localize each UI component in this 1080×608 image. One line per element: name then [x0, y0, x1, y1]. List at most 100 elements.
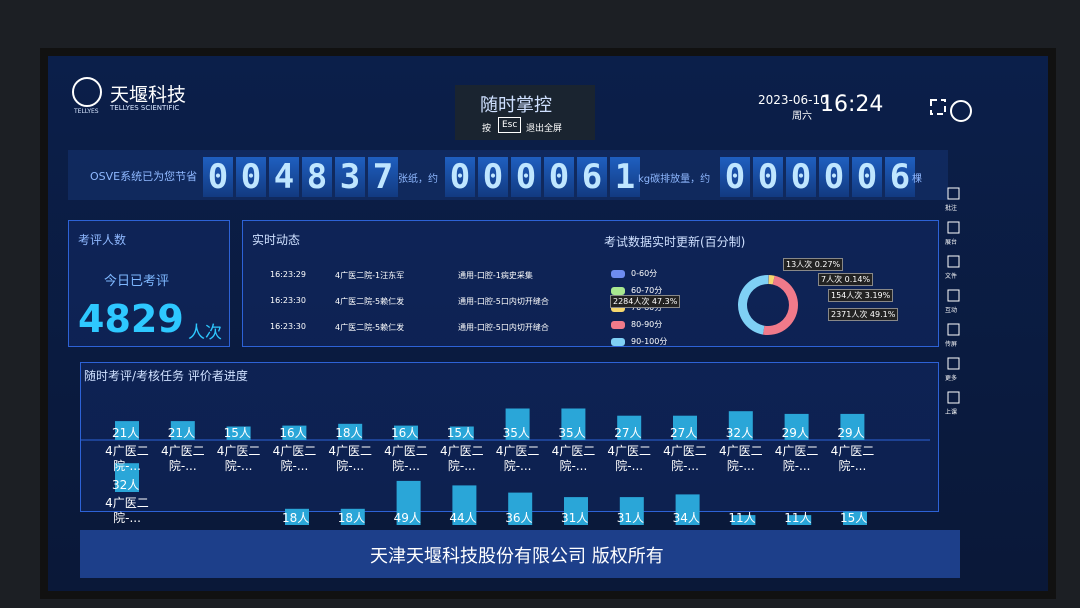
pie-label: 2284人次 47.3%: [610, 295, 681, 308]
sidebar-label[interactable]: 文件: [945, 273, 958, 280]
feed-cell: 通用-口腔-5口内切开缝合: [458, 297, 549, 306]
weekday: 周六: [792, 111, 812, 122]
bar: [282, 425, 307, 440]
bar-value-label: 21人: [167, 426, 196, 440]
x-tick-label: 4广医二院-...: [105, 444, 149, 473]
counter-digit: 0: [236, 157, 266, 197]
sidebar-label[interactable]: 更多: [945, 375, 958, 382]
sidebar-label[interactable]: 上课: [945, 409, 958, 416]
counter-digit: 6: [885, 157, 915, 197]
bar: [452, 485, 477, 525]
counter-unit: kg碳排放量，约: [638, 174, 711, 185]
panel-title: 考评人数: [78, 233, 127, 247]
sidebar-label[interactable]: 传屏: [945, 341, 958, 348]
logo-text: 天堰科技: [110, 84, 187, 106]
bar-value-label: 15人: [223, 426, 251, 440]
bar: [449, 426, 474, 440]
counter-digit: 6: [577, 157, 607, 197]
sidebar-icon[interactable]: [947, 323, 960, 336]
counter-digit: 0: [720, 157, 750, 197]
bar-value-label: 32人: [725, 426, 754, 440]
bar: [731, 515, 756, 525]
counter-digit: 0: [786, 157, 816, 197]
feed-cell: 16:23:30: [270, 322, 306, 331]
reviewers-count: 4829: [78, 297, 184, 341]
legend-label: 0-60分: [631, 269, 658, 278]
pie-slice: [762, 275, 799, 336]
legend-swatch: [611, 321, 625, 329]
bar-value-label: 35人: [558, 426, 586, 440]
bar: [673, 415, 697, 440]
date: 2023-06-10: [758, 93, 828, 107]
bar: [340, 508, 365, 525]
fullscreen-icon[interactable]: [930, 99, 946, 115]
bar-value-label: 18人: [282, 511, 310, 525]
feed-cell: 通用-口腔-1病史采集: [458, 271, 533, 280]
bar: [396, 480, 421, 525]
sidebar-icon[interactable]: [947, 391, 960, 404]
sidebar-icon[interactable]: [947, 187, 960, 200]
bar-value-label: 29人: [837, 426, 865, 440]
legend-swatch: [611, 270, 625, 278]
x-tick-label: 4广医二院-...: [384, 444, 428, 473]
x-tick-label: 4广医二院-...: [718, 444, 763, 473]
sidebar-icon[interactable]: [947, 289, 960, 302]
reviewers-panel: [68, 220, 230, 347]
bar-value-label: 29人: [781, 426, 809, 440]
bar: [564, 497, 588, 525]
sidebar-label[interactable]: 批注: [945, 205, 958, 212]
legend-label: 60-70分: [631, 286, 663, 295]
counter-unit: 棵: [912, 174, 922, 185]
legend-swatch: [611, 338, 625, 346]
bar: [787, 515, 812, 525]
x-tick-label: 4广医二院-...: [216, 444, 261, 473]
hint: 退出全屏: [526, 124, 563, 134]
x-tick-label: 4广医二院-...: [551, 444, 596, 473]
sidebar-icon[interactable]: [947, 357, 960, 370]
bar-value-label: 34人: [672, 511, 700, 525]
logo-icon-text: TELLYES: [74, 108, 99, 115]
bar-value-label: 21人: [112, 426, 140, 440]
bar: [619, 497, 644, 525]
pie-label: 154人次 3.19%: [828, 289, 894, 302]
sidebar-icon[interactable]: [947, 221, 960, 234]
bar-value-label: 35人: [502, 426, 530, 440]
bar-value-label: 49人: [393, 511, 421, 525]
bar: [675, 494, 700, 525]
bar: [505, 408, 530, 440]
bar: [843, 511, 867, 525]
bar: [617, 415, 642, 440]
hint: 按: [482, 124, 492, 134]
counter-digit: 0: [445, 157, 475, 197]
bar-value-label: 11人: [784, 511, 812, 525]
feed-cell: 16:23:30: [270, 296, 306, 305]
bar-value-label: 31人: [616, 511, 645, 525]
bar-value-label: 11人: [728, 511, 756, 525]
counter-digit: 0: [852, 157, 882, 197]
settings-icon[interactable]: [950, 100, 972, 122]
bar-value-label: 31人: [561, 511, 589, 525]
reviewers-label: 今日已考评: [104, 274, 170, 289]
bar: [394, 425, 418, 440]
sidebar-label[interactable]: 展台: [945, 239, 958, 246]
sidebar-label[interactable]: 互动: [945, 307, 958, 314]
chart-title: 随时考评/考核任务 评价者进度: [84, 369, 248, 383]
feed-cell: 16:23:29: [270, 270, 306, 279]
sidebar-icon[interactable]: [947, 255, 960, 268]
feed-cell: 4广医二院-1汪东军: [335, 271, 405, 280]
counter-digit: 8: [302, 157, 332, 197]
time: 16:24: [820, 92, 884, 117]
counter-digit: 4: [269, 157, 299, 197]
counter-digit: 7: [368, 157, 398, 197]
bar: [115, 421, 139, 440]
feed-cell: 4广医二院-5赖仁发: [335, 297, 405, 306]
bar: [728, 411, 753, 440]
x-tick-label: 4广医二院-...: [607, 444, 651, 473]
pie-label: 13人次 0.27%: [783, 258, 844, 271]
bar-value-label: 44人: [449, 511, 477, 525]
legend-swatch: [611, 287, 625, 295]
page-title: 随时掌控: [480, 95, 552, 116]
bar: [115, 463, 139, 492]
